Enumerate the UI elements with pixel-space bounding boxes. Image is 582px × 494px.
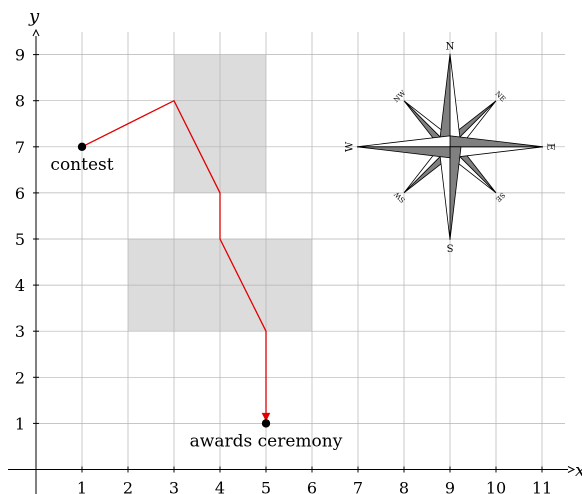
compass-point-n-dark: [438, 53, 451, 148]
route-arrowhead: [261, 412, 271, 422]
y-tick-label-1: 1: [15, 414, 25, 433]
y-tick-label-3: 3: [15, 322, 25, 341]
y-tick-label-7: 7: [15, 138, 25, 157]
y-tick-label-8: 8: [15, 92, 25, 111]
x-tick-label-6: 6: [307, 479, 317, 494]
compass-point-e-light: [449, 146, 544, 159]
y-tick-label-4: 4: [15, 276, 25, 295]
start-point-marker: [77, 142, 87, 151]
axes: xy1234567891011123456789: [8, 6, 582, 494]
y-tick-label-6: 6: [15, 184, 25, 203]
x-axis-arrowhead: [567, 466, 576, 473]
compass-point-s-light: [438, 146, 451, 240]
y-axis-label: y: [28, 6, 40, 27]
x-tick-label-1: 1: [77, 479, 87, 494]
route-line: [81, 99, 267, 416]
x-tick-label-8: 8: [399, 479, 409, 494]
y-tick-label-2: 2: [15, 368, 25, 387]
y-tick-label-5: 5: [15, 230, 25, 249]
x-tick-label-5: 5: [261, 479, 271, 494]
end-point-marker: [261, 419, 271, 428]
start-point-label: contest: [50, 155, 113, 175]
x-tick-label-2: 2: [123, 479, 133, 494]
x-tick-label-7: 7: [353, 479, 363, 494]
route-path: [81, 99, 271, 422]
x-tick-label-4: 4: [215, 479, 225, 494]
compass-label-n: N: [446, 41, 455, 52]
compass-label-w: W: [345, 141, 356, 152]
compass-point-s-dark: [449, 146, 462, 240]
location-points: contest awards ceremony: [50, 142, 343, 451]
compass-point-w-dark: [356, 146, 451, 159]
compass-point-e-dark: [449, 135, 544, 148]
x-axis-label: x: [575, 460, 582, 481]
x-tick-label-9: 9: [445, 479, 455, 494]
x-tick-label-11: 11: [532, 479, 552, 494]
compass-label-e: E: [545, 143, 556, 150]
end-point-label: awards ceremony: [190, 431, 343, 451]
y-axis-arrowhead: [32, 28, 40, 37]
x-tick-label-10: 10: [486, 479, 506, 494]
y-tick-label-9: 9: [15, 46, 25, 65]
x-tick-label-3: 3: [169, 479, 179, 494]
compass-label-s: S: [446, 241, 453, 252]
compass-point-w-light: [356, 135, 451, 148]
compass-point-n-light: [449, 53, 462, 148]
